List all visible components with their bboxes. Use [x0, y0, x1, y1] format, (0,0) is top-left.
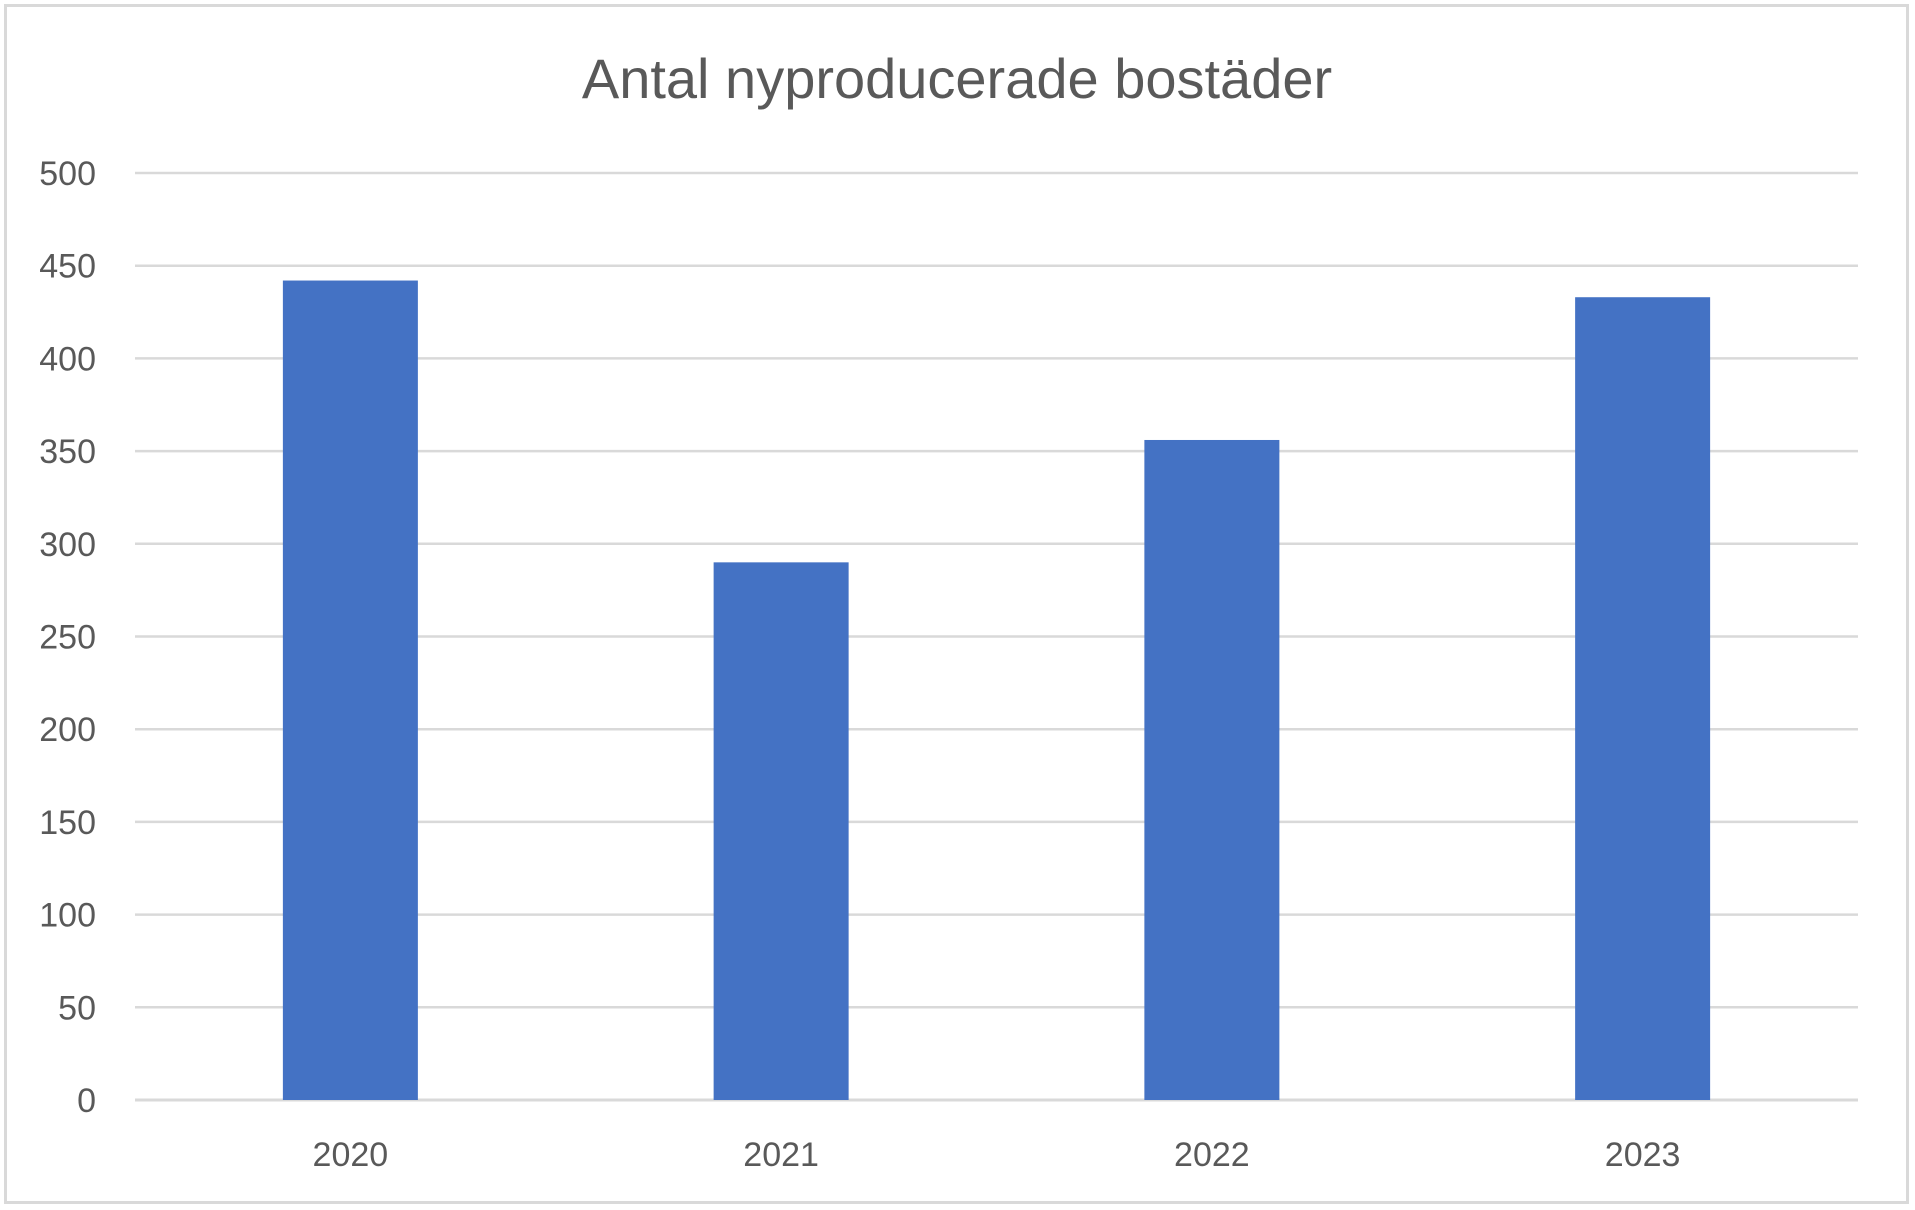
- y-tick-label: 450: [39, 248, 96, 286]
- y-tick-label: 0: [77, 1082, 96, 1120]
- y-tick-label: 250: [39, 619, 96, 657]
- y-tick-label: 150: [39, 804, 96, 842]
- gridlines: [135, 171, 1858, 1102]
- y-tick-label: 350: [39, 433, 96, 471]
- bar-2022: [1144, 439, 1280, 1100]
- y-tick-label: 100: [39, 897, 96, 935]
- x-tick-label: 2021: [743, 1136, 819, 1174]
- bar-2020: [282, 280, 418, 1101]
- y-tick-label: 300: [39, 526, 96, 564]
- y-tick-label: 200: [39, 711, 96, 749]
- chart-title: Antal nyproducerade bostäder: [582, 47, 1332, 110]
- y-tick-label: 50: [58, 989, 96, 1027]
- x-axis-ticks: 2020 2021 2022 2023: [313, 1136, 1681, 1174]
- y-tick-label: 400: [39, 340, 96, 378]
- bars: [282, 280, 1711, 1101]
- y-axis-ticks: 0 50 100 150 200 250 300 350 400 450 500: [39, 155, 96, 1120]
- bar-2023: [1575, 297, 1711, 1100]
- bar-2021: [713, 562, 849, 1100]
- x-tick-label: 2020: [313, 1136, 389, 1174]
- y-tick-label: 500: [39, 155, 96, 193]
- x-tick-label: 2023: [1605, 1136, 1681, 1174]
- x-tick-label: 2022: [1174, 1136, 1250, 1174]
